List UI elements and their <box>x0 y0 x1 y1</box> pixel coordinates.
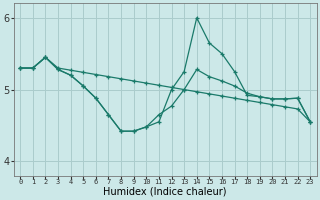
X-axis label: Humidex (Indice chaleur): Humidex (Indice chaleur) <box>103 187 227 197</box>
